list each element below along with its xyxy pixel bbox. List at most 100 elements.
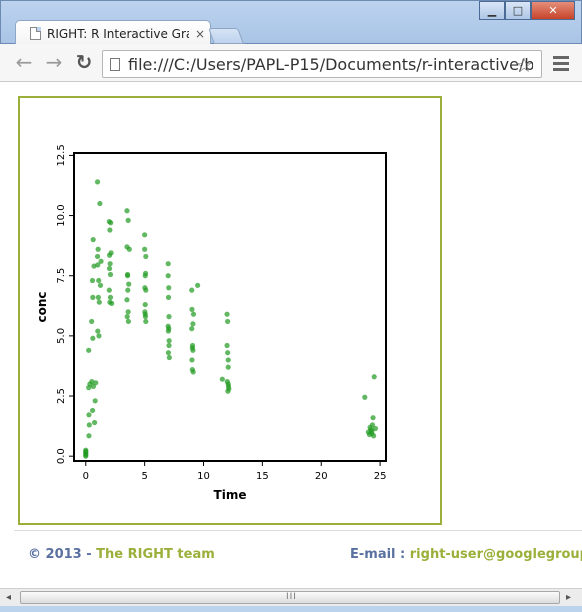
- data-point[interactable]: [96, 333, 102, 339]
- data-point[interactable]: [89, 277, 96, 284]
- data-point[interactable]: [226, 386, 232, 392]
- data-point[interactable]: [90, 237, 96, 243]
- data-point[interactable]: [166, 342, 172, 349]
- data-point[interactable]: [125, 217, 131, 223]
- data-point[interactable]: [97, 200, 103, 207]
- data-point[interactable]: [86, 347, 92, 353]
- data-point[interactable]: [83, 453, 89, 459]
- data-point[interactable]: [189, 342, 196, 349]
- data-point[interactable]: [165, 273, 171, 279]
- data-point[interactable]: [362, 394, 368, 400]
- data-point[interactable]: [108, 220, 114, 226]
- data-point[interactable]: [86, 412, 92, 418]
- data-point[interactable]: [125, 318, 131, 325]
- data-point[interactable]: [142, 285, 148, 291]
- data-point[interactable]: [98, 258, 104, 264]
- data-point[interactable]: [90, 407, 96, 414]
- data-point[interactable]: [219, 376, 225, 382]
- data-point[interactable]: [142, 270, 149, 276]
- data-point[interactable]: [225, 350, 231, 356]
- data-point[interactable]: [142, 246, 148, 252]
- team-link[interactable]: The RIGHT team: [96, 547, 215, 562]
- minimize-button[interactable]: ▁: [479, 1, 505, 20]
- data-point[interactable]: [86, 422, 92, 428]
- data-point[interactable]: [90, 335, 96, 341]
- address-url[interactable]: file:///C:/Users/PAPL-P15/Documents/r-in…: [128, 54, 533, 74]
- data-point[interactable]: [124, 314, 130, 320]
- data-point[interactable]: [107, 294, 114, 300]
- data-point[interactable]: [166, 314, 172, 320]
- data-point[interactable]: [142, 301, 148, 308]
- data-point[interactable]: [126, 281, 132, 287]
- data-point[interactable]: [86, 433, 92, 439]
- new-tab-button[interactable]: [208, 28, 244, 44]
- data-point[interactable]: [92, 419, 98, 426]
- data-point[interactable]: [225, 357, 231, 363]
- data-point[interactable]: [89, 318, 95, 325]
- data-point[interactable]: [95, 246, 101, 252]
- horizontal-scrollbar[interactable]: ◂ III ▸: [0, 588, 582, 606]
- data-point[interactable]: [94, 253, 101, 260]
- data-point[interactable]: [125, 287, 131, 293]
- data-point[interactable]: [189, 326, 195, 332]
- data-point[interactable]: [107, 271, 114, 278]
- data-point[interactable]: [225, 364, 231, 370]
- data-point[interactable]: [165, 350, 172, 356]
- data-point[interactable]: [83, 448, 89, 454]
- data-point[interactable]: [166, 285, 172, 291]
- data-point[interactable]: [125, 309, 131, 315]
- data-point[interactable]: [97, 282, 104, 288]
- data-point[interactable]: [124, 297, 130, 303]
- data-point[interactable]: [106, 287, 112, 293]
- data-point[interactable]: [189, 357, 195, 363]
- scroll-thumb[interactable]: III: [20, 591, 560, 604]
- data-point[interactable]: [190, 369, 196, 375]
- data-point[interactable]: [142, 232, 148, 238]
- data-point[interactable]: [166, 338, 172, 344]
- data-point[interactable]: [224, 342, 230, 349]
- hamburger-icon[interactable]: [551, 53, 571, 73]
- data-point[interactable]: [107, 261, 113, 267]
- data-point[interactable]: [95, 262, 101, 268]
- scroll-right-arrow-icon[interactable]: ▸: [566, 592, 572, 603]
- data-point[interactable]: [166, 354, 172, 361]
- data-point[interactable]: [190, 321, 196, 327]
- data-point[interactable]: [96, 299, 102, 305]
- data-point[interactable]: [95, 328, 101, 334]
- star-icon[interactable]: ☆: [515, 53, 533, 77]
- data-point[interactable]: [165, 323, 171, 329]
- data-point[interactable]: [109, 300, 115, 306]
- data-point[interactable]: [225, 318, 231, 325]
- data-point[interactable]: [224, 311, 230, 317]
- data-point[interactable]: [369, 428, 375, 434]
- data-point[interactable]: [107, 227, 113, 233]
- data-point[interactable]: [142, 311, 148, 317]
- data-point[interactable]: [143, 318, 149, 325]
- data-point[interactable]: [106, 265, 113, 272]
- tab-close-button[interactable]: ×: [195, 26, 206, 41]
- data-point[interactable]: [96, 277, 102, 284]
- data-point[interactable]: [124, 271, 131, 278]
- data-point[interactable]: [195, 282, 201, 288]
- data-point[interactable]: [90, 294, 96, 300]
- data-point[interactable]: [165, 261, 171, 267]
- scroll-left-arrow-icon[interactable]: ◂: [6, 592, 12, 603]
- back-button[interactable]: ←: [15, 50, 33, 74]
- data-point[interactable]: [165, 294, 172, 300]
- data-point[interactable]: [92, 398, 98, 404]
- data-point[interactable]: [95, 294, 101, 300]
- data-point[interactable]: [124, 208, 130, 214]
- data-point[interactable]: [370, 415, 376, 421]
- data-point[interactable]: [190, 311, 197, 317]
- email-link[interactable]: right-user@googlegroups.com: [409, 547, 582, 562]
- forward-button[interactable]: →: [45, 50, 63, 74]
- data-point[interactable]: [190, 347, 196, 353]
- data-point[interactable]: [189, 306, 195, 313]
- data-point[interactable]: [108, 250, 114, 256]
- maximize-button[interactable]: □: [505, 1, 531, 20]
- data-point[interactable]: [369, 422, 376, 428]
- data-point[interactable]: [189, 287, 195, 293]
- scatter-plot[interactable]: 0 5 10 15 20 25 0.0 2.5 5.0 7.5 10.0 12.5 Time conc: [20, 98, 440, 523]
- data-point[interactable]: [143, 253, 149, 260]
- data-point[interactable]: [93, 380, 99, 386]
